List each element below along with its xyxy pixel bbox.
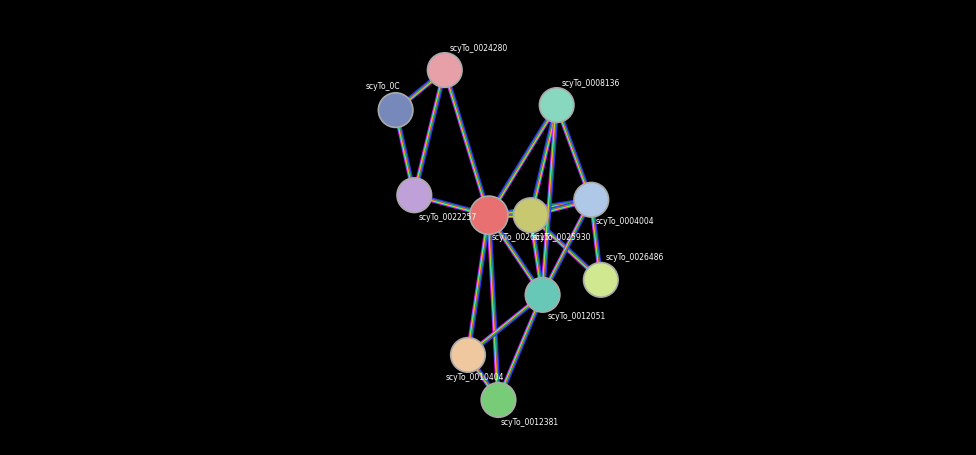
Circle shape bbox=[451, 338, 485, 372]
Circle shape bbox=[540, 88, 574, 122]
Text: scyTo_0012051: scyTo_0012051 bbox=[548, 312, 605, 321]
Text: scyTo_0026615: scyTo_0026615 bbox=[491, 233, 549, 242]
Circle shape bbox=[481, 383, 515, 417]
Text: scyTo_0024280: scyTo_0024280 bbox=[449, 44, 508, 53]
Circle shape bbox=[469, 196, 508, 234]
Circle shape bbox=[379, 93, 413, 127]
Text: scyTo_0025930: scyTo_0025930 bbox=[533, 233, 591, 242]
Text: scyTo_0008136: scyTo_0008136 bbox=[561, 79, 620, 88]
Circle shape bbox=[513, 198, 549, 233]
Text: scyTo_0026486: scyTo_0026486 bbox=[605, 253, 664, 263]
Circle shape bbox=[397, 178, 431, 212]
Circle shape bbox=[584, 263, 618, 297]
Circle shape bbox=[574, 182, 609, 217]
Text: scyTo_0004004: scyTo_0004004 bbox=[595, 217, 655, 226]
Text: scyTo_0C: scyTo_0C bbox=[366, 82, 401, 91]
Text: scyTo_0022257: scyTo_0022257 bbox=[419, 213, 477, 222]
Circle shape bbox=[525, 278, 560, 312]
Circle shape bbox=[427, 53, 462, 87]
Text: scyTo_0012381: scyTo_0012381 bbox=[501, 418, 559, 427]
Text: scyTo_0010404: scyTo_0010404 bbox=[445, 373, 504, 382]
